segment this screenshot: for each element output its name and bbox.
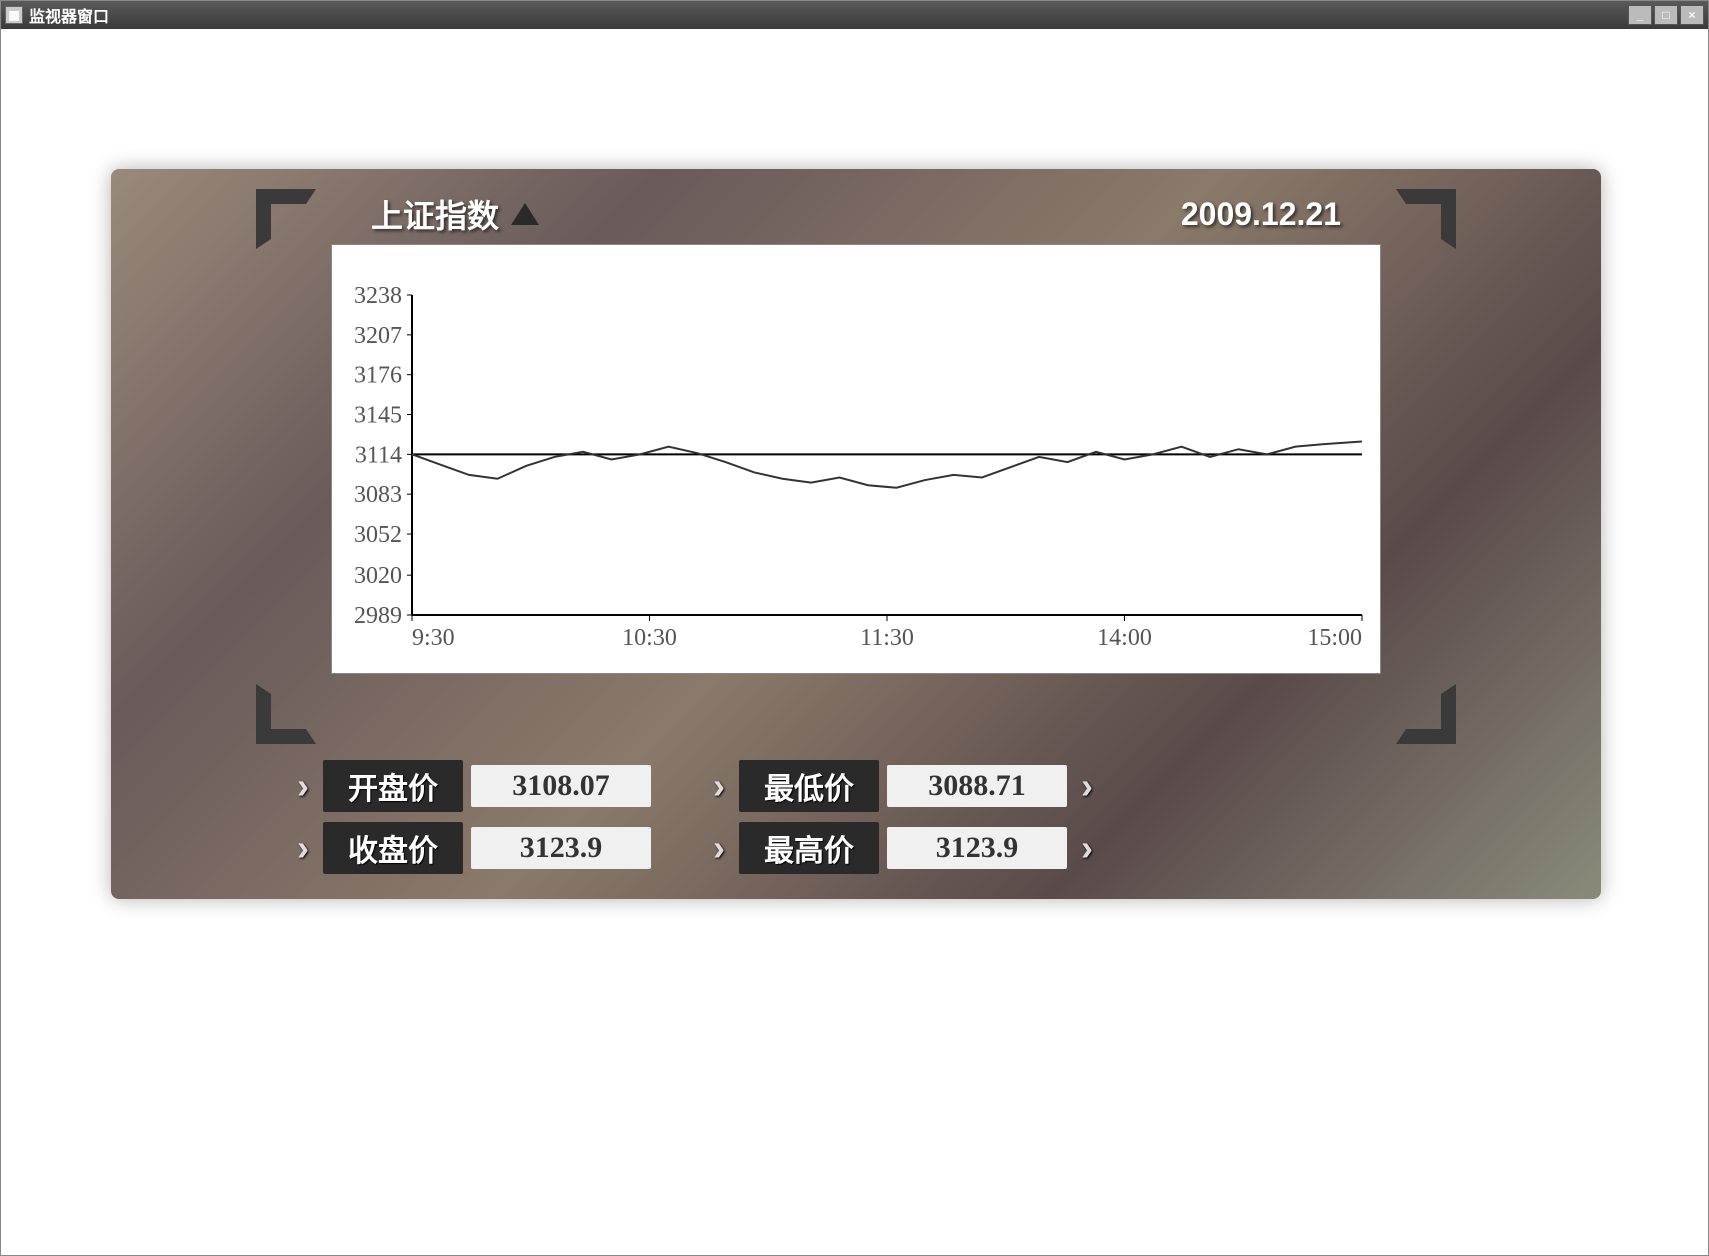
maximize-button[interactable]: □ (1654, 5, 1678, 25)
svg-text:2989: 2989 (354, 603, 402, 629)
monitor-panel: 上证指数 2009.12.21 2989 3020 3052 3083 3114 3145… (111, 169, 1601, 899)
high-value: 3123.9 (887, 827, 1067, 869)
stats-area: › 开盘价 3108.07 › 最低价 3088.71 › › 收盘价 3123… (291, 760, 1501, 874)
corner-bracket-tr (1391, 184, 1461, 254)
close-label: 收盘价 (323, 822, 463, 874)
low-value: 3088.71 (887, 765, 1067, 807)
chevron-right-icon: › (291, 827, 315, 869)
svg-text:3176: 3176 (354, 363, 402, 389)
svg-text:3052: 3052 (354, 522, 402, 548)
corner-bracket-br (1391, 679, 1461, 749)
chevron-right-icon: › (291, 765, 315, 807)
titlebar[interactable]: ▦ 监视器窗口 _ □ × (1, 1, 1708, 29)
corner-bracket-tl (251, 184, 321, 254)
chevron-right-icon: › (707, 765, 731, 807)
svg-text:3083: 3083 (354, 482, 402, 508)
svg-text:11:30: 11:30 (860, 625, 914, 651)
close-value: 3123.9 (471, 827, 651, 869)
svg-text:3114: 3114 (355, 442, 402, 468)
chevron-right-icon: › (1075, 827, 1099, 869)
content-area: 上证指数 2009.12.21 2989 3020 3052 3083 3114 3145… (1, 29, 1708, 1255)
close-button[interactable]: × (1680, 5, 1704, 25)
chevron-right-icon: › (1075, 765, 1099, 807)
open-label: 开盘价 (323, 760, 463, 812)
panel-header: 上证指数 2009.12.21 (371, 189, 1341, 239)
svg-text:10:30: 10:30 (622, 625, 677, 651)
up-triangle-icon (511, 203, 539, 225)
svg-text:9:30: 9:30 (412, 625, 455, 651)
index-chart: 2989 3020 3052 3083 3114 3145 3176 3207 3238 9:30… (331, 244, 1381, 674)
svg-text:3207: 3207 (354, 323, 402, 349)
stats-row-1: › 开盘价 3108.07 › 最低价 3088.71 › (291, 760, 1501, 812)
app-icon: ▦ (5, 6, 23, 24)
window-title: 监视器窗口 (29, 3, 109, 27)
svg-text:15:00: 15:00 (1307, 625, 1362, 651)
open-value: 3108.07 (471, 765, 651, 807)
corner-bracket-bl (251, 679, 321, 749)
header-date: 2009.12.21 (1181, 196, 1341, 233)
index-name: 上证指数 (371, 191, 499, 237)
app-window: ▦ 监视器窗口 _ □ × 上 (0, 0, 1709, 1256)
chevron-right-icon: › (707, 827, 731, 869)
svg-text:3145: 3145 (354, 403, 402, 429)
svg-text:14:00: 14:00 (1097, 625, 1152, 651)
low-label: 最低价 (739, 760, 879, 812)
minimize-button[interactable]: _ (1628, 5, 1652, 25)
svg-text:3238: 3238 (354, 283, 402, 309)
stats-row-2: › 收盘价 3123.9 › 最高价 3123.9 › (291, 822, 1501, 874)
chart-svg: 2989 3020 3052 3083 3114 3145 3176 3207 3238 9:30… (332, 245, 1382, 675)
svg-text:3020: 3020 (354, 563, 402, 589)
high-label: 最高价 (739, 822, 879, 874)
